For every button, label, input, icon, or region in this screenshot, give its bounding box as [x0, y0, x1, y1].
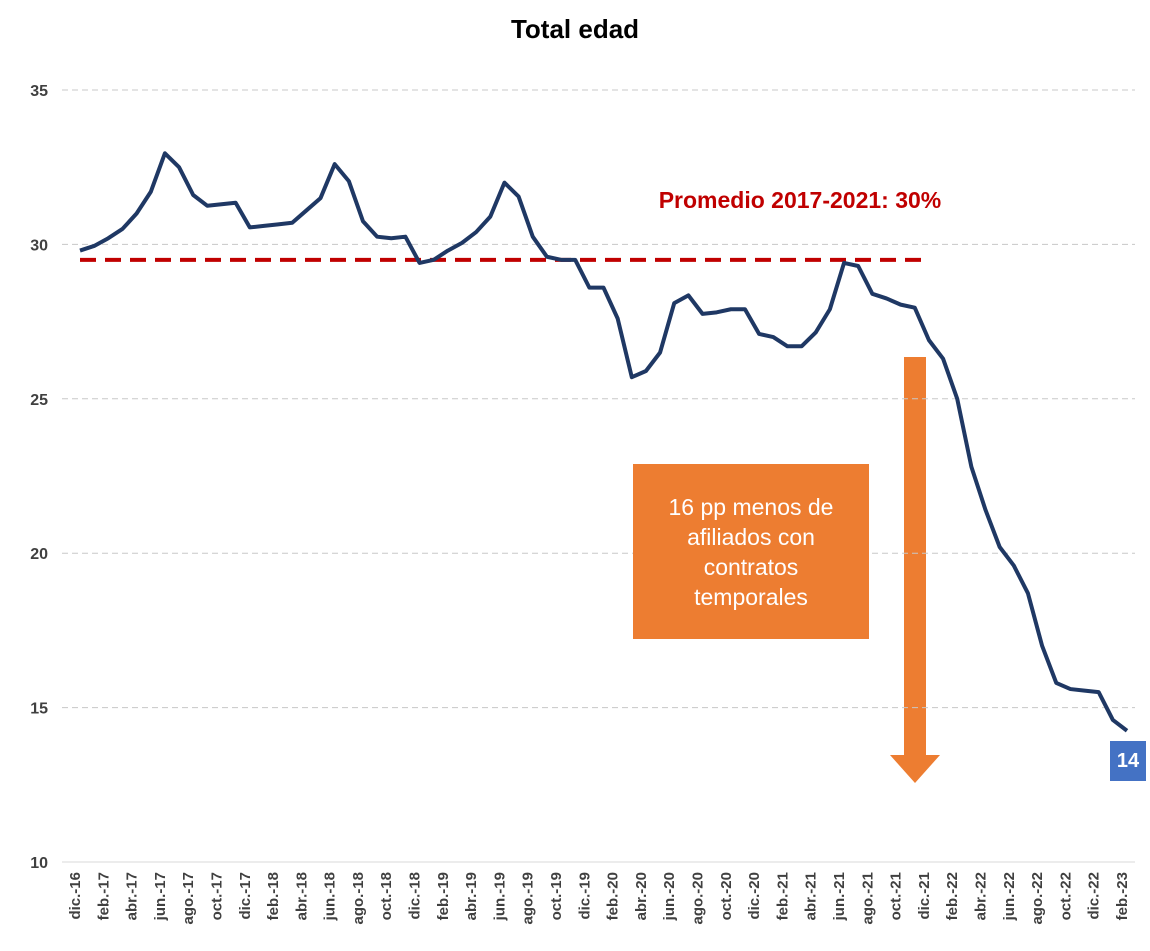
x-tick-label: jun.-18 [322, 872, 339, 921]
x-tick-label: feb.-17 [95, 872, 112, 920]
y-tick-label: 15 [30, 701, 48, 718]
x-tick-label: dic.-18 [407, 872, 424, 920]
chart-title: Total edad [511, 14, 639, 44]
x-tick-label: jun.-21 [831, 872, 848, 921]
x-tick-label: jun.-20 [661, 872, 678, 921]
x-tick-label: feb.-18 [265, 872, 282, 920]
x-tick-label: jun.-19 [491, 872, 508, 921]
x-tick-label: oct.-22 [1057, 872, 1074, 920]
x-tick-label: dic.-20 [746, 872, 763, 920]
y-tick-label: 10 [30, 855, 48, 872]
arrow [890, 357, 940, 783]
x-tick-label: feb.-21 [774, 872, 791, 920]
arrow-shaft [904, 357, 926, 757]
x-tick-label: dic.-19 [576, 872, 593, 920]
data-label: 14 [1110, 741, 1146, 781]
x-tick-label: jun.-17 [152, 872, 169, 921]
x-tick-label: oct.-20 [718, 872, 735, 920]
x-tick-label: abr.-22 [972, 872, 989, 920]
x-tick-label: dic.-17 [237, 872, 254, 920]
annotation: 16 pp menos de afiliados con contratos t… [633, 464, 869, 639]
x-tick-label: ago.-20 [690, 872, 707, 925]
x-tick-label: feb.-23 [1114, 872, 1131, 920]
x-tick-label: oct.-19 [548, 872, 565, 920]
series-line [79, 151, 1129, 733]
x-tick-label: abr.-21 [803, 872, 820, 920]
x-tick-label: ago.-19 [520, 872, 537, 925]
x-tick-label: abr.-20 [633, 872, 650, 920]
x-tick-label: abr.-19 [463, 872, 480, 920]
x-tick-label: dic.-21 [916, 872, 933, 920]
x-tick-label: oct.-18 [378, 872, 395, 920]
y-tick-label: 35 [30, 83, 48, 100]
x-tick-label: dic.-22 [1086, 872, 1103, 920]
y-tick-label: 30 [30, 237, 48, 254]
x-tick-label: feb.-22 [944, 872, 961, 920]
y-tick-label: 25 [30, 392, 48, 409]
x-tick-label: oct.-21 [888, 872, 905, 920]
x-tick-label: ago.-21 [859, 872, 876, 925]
arrow-head [890, 755, 940, 783]
x-tick-label: ago.-22 [1029, 872, 1046, 925]
reference-label: Promedio 2017-2021: 30% [659, 187, 942, 213]
x-tick-label: feb.-19 [435, 872, 452, 920]
x-tick-label: ago.-18 [350, 872, 367, 925]
x-tick-label: feb.-20 [605, 872, 622, 920]
x-tick-label: dic.-16 [67, 872, 84, 920]
x-tick-label: oct.-17 [208, 872, 225, 920]
y-tick-label: 20 [30, 546, 48, 563]
x-tick-label: ago.-17 [180, 872, 197, 925]
x-tick-label: abr.-18 [293, 872, 310, 920]
x-tick-label: jun.-22 [1001, 872, 1018, 921]
x-tick-label: abr.-17 [124, 872, 141, 920]
